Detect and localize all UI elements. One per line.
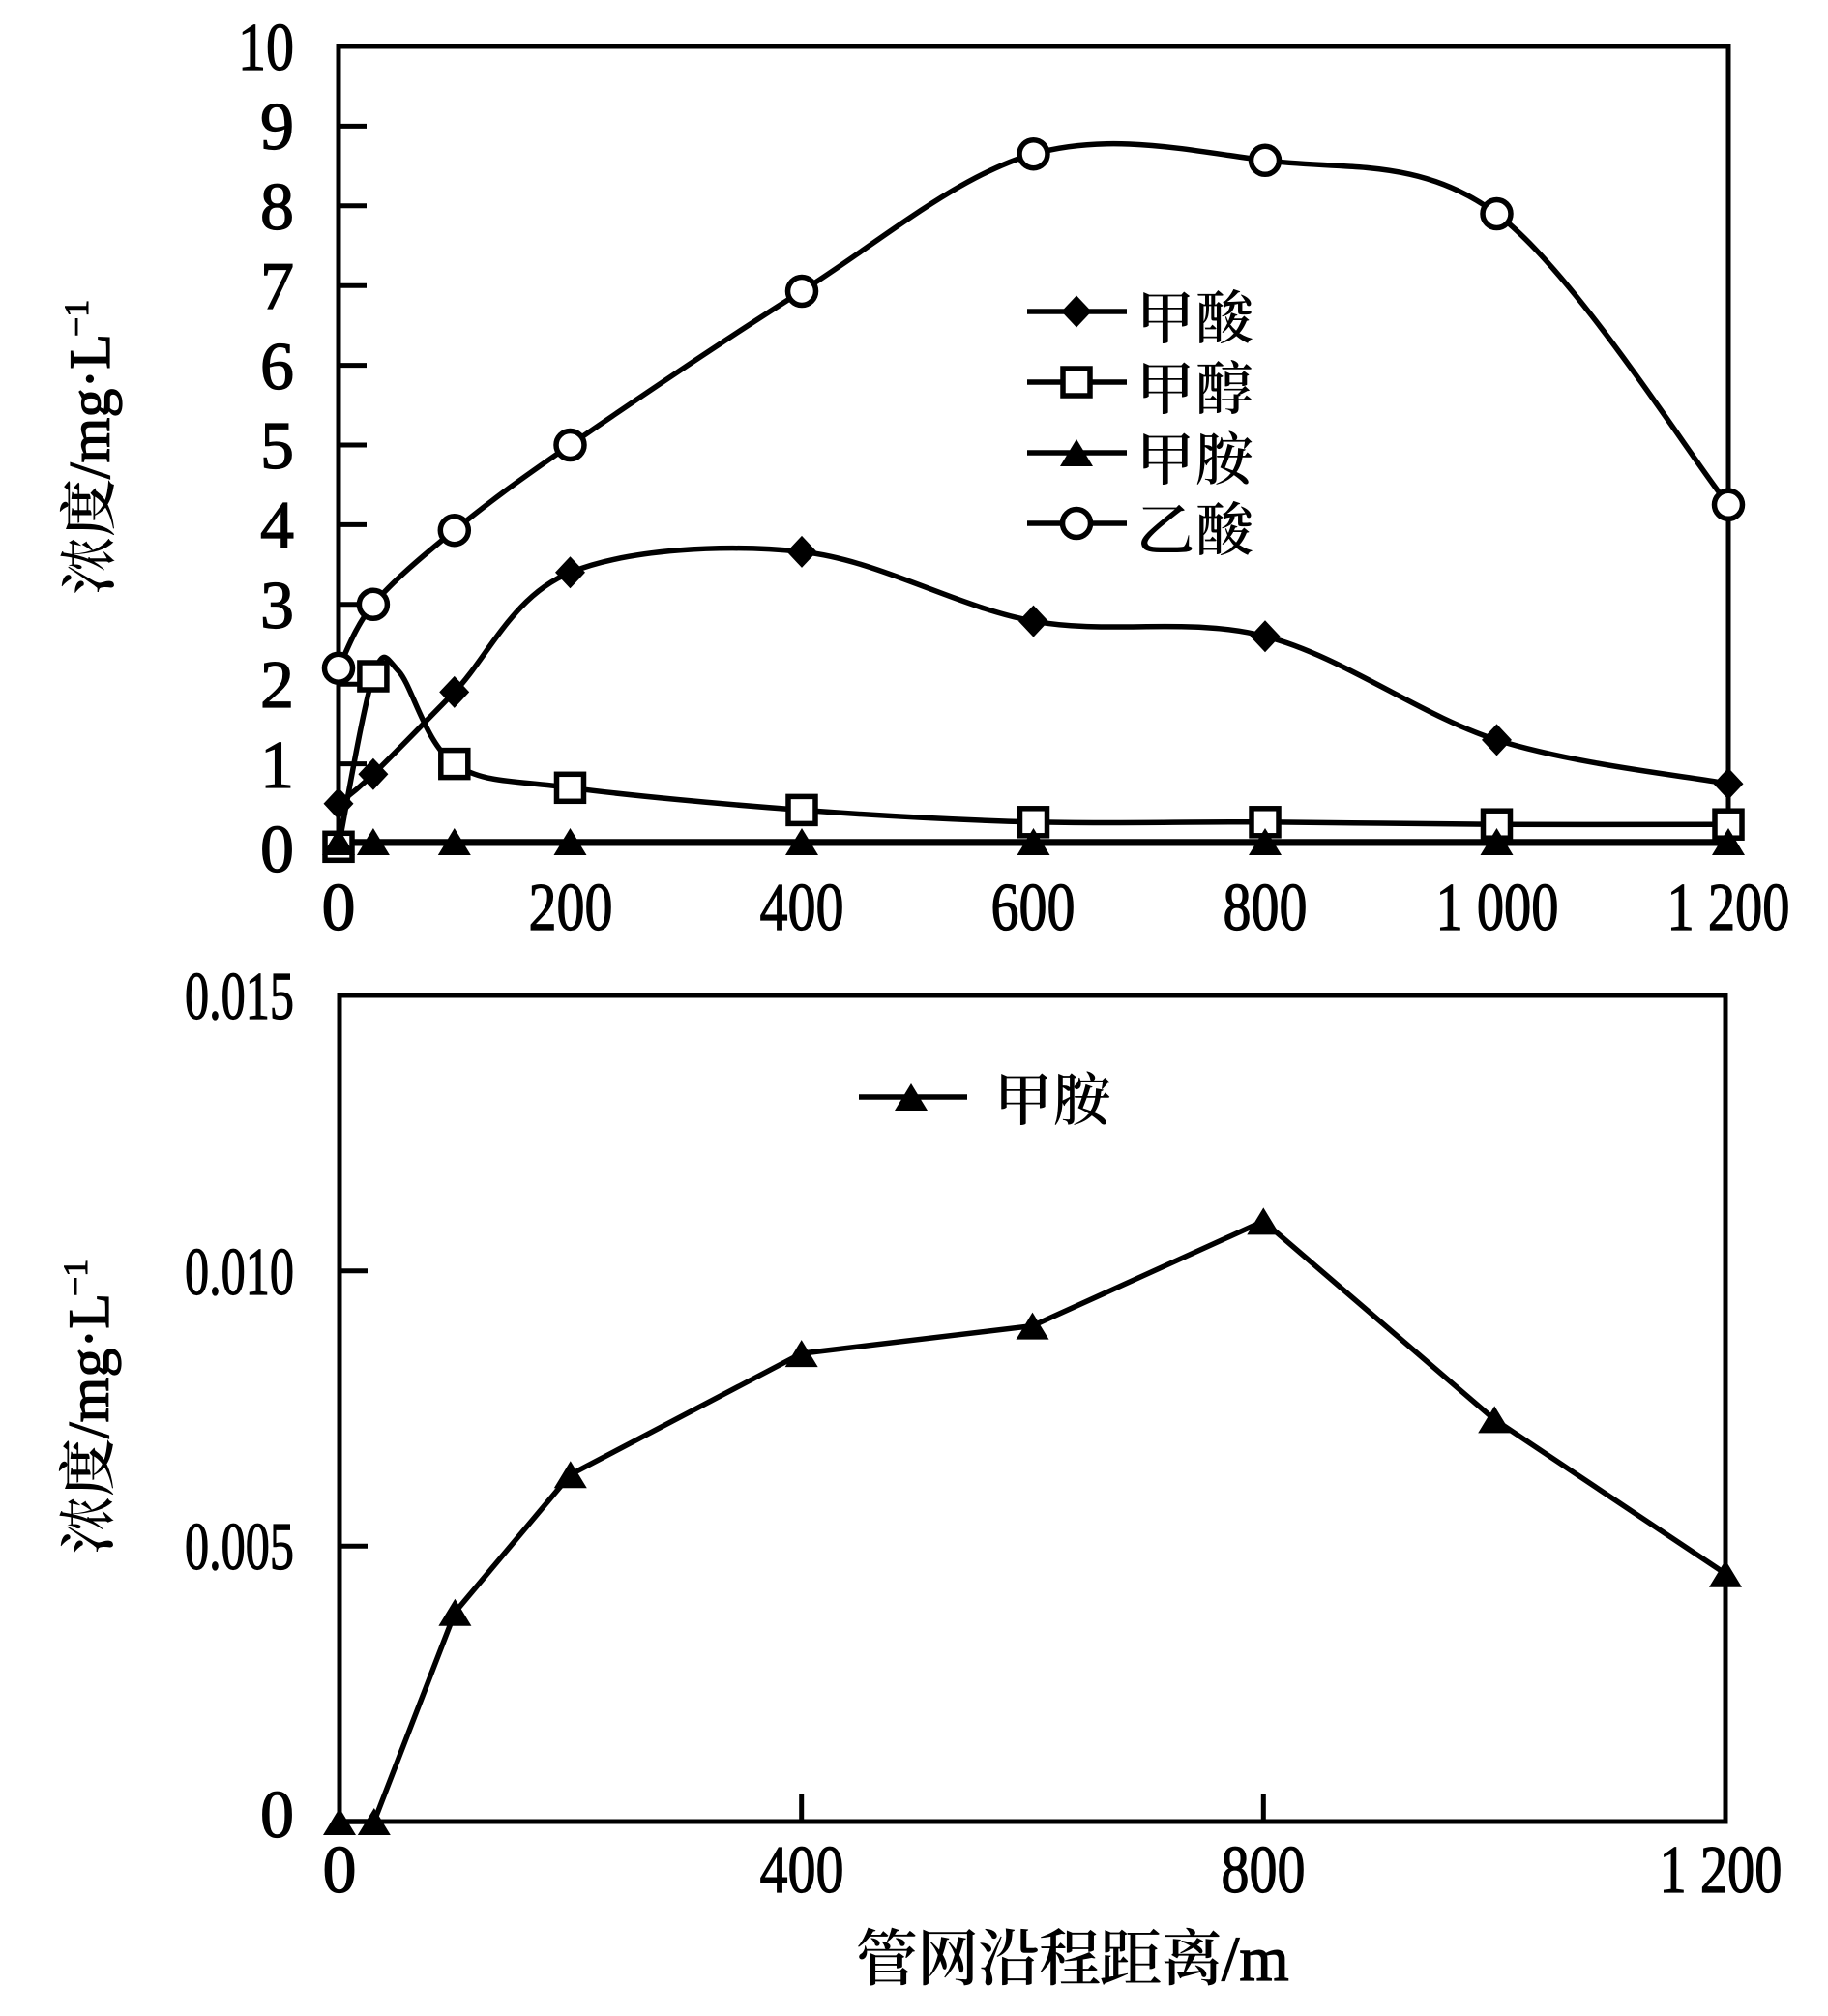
svg-text:/mg·L: /mg·L bbox=[58, 334, 122, 479]
svg-text:0.010: 0.010 bbox=[185, 1235, 294, 1310]
svg-text:4: 4 bbox=[260, 489, 294, 563]
svg-text:0.005: 0.005 bbox=[185, 1510, 294, 1585]
svg-text:−1: −1 bbox=[57, 300, 96, 337]
svg-text:7: 7 bbox=[260, 250, 294, 324]
svg-text:3: 3 bbox=[260, 569, 294, 643]
svg-text:1 200: 1 200 bbox=[1660, 1833, 1783, 1908]
svg-text:1 000: 1 000 bbox=[1436, 871, 1559, 945]
svg-text:0: 0 bbox=[323, 1833, 357, 1908]
svg-text:200: 200 bbox=[529, 871, 613, 945]
svg-text:400: 400 bbox=[760, 1833, 844, 1908]
svg-text:0.015: 0.015 bbox=[185, 960, 294, 1034]
svg-text:1 200: 1 200 bbox=[1667, 871, 1790, 945]
svg-text:/mg·L: /mg·L bbox=[57, 1293, 121, 1438]
svg-text:0: 0 bbox=[322, 871, 356, 945]
svg-text:800: 800 bbox=[1222, 1833, 1306, 1908]
svg-text:9: 9 bbox=[260, 90, 294, 164]
svg-text:600: 600 bbox=[991, 871, 1076, 945]
svg-text:0: 0 bbox=[260, 1778, 294, 1853]
svg-text:6: 6 bbox=[260, 330, 294, 404]
svg-text:1: 1 bbox=[260, 728, 294, 803]
svg-text:2: 2 bbox=[260, 648, 294, 723]
svg-text:0: 0 bbox=[260, 813, 294, 887]
svg-text:5: 5 bbox=[260, 409, 294, 484]
svg-text:8: 8 bbox=[260, 170, 294, 245]
svg-text:−1: −1 bbox=[56, 1260, 95, 1296]
svg-text:10: 10 bbox=[238, 11, 294, 85]
svg-text:/m: /m bbox=[1222, 1924, 1289, 1995]
svg-text:400: 400 bbox=[760, 871, 844, 945]
svg-text:800: 800 bbox=[1224, 871, 1308, 945]
